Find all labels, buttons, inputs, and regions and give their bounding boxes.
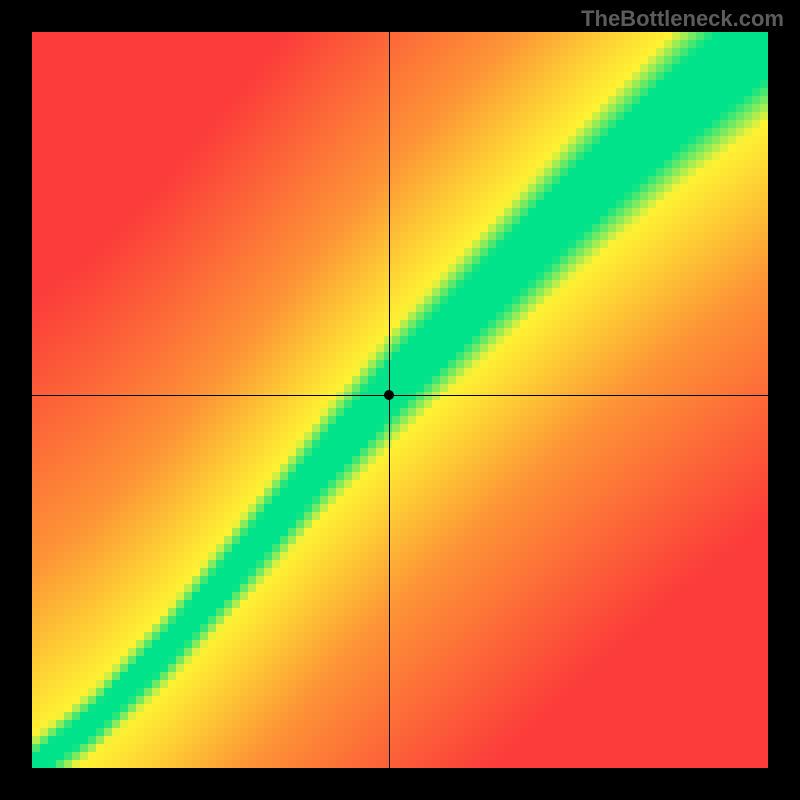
chart-container: TheBottleneck.com bbox=[0, 0, 800, 800]
crosshair-horizontal bbox=[32, 395, 768, 396]
crosshair-vertical bbox=[389, 32, 390, 768]
bottleneck-heatmap bbox=[32, 32, 768, 768]
intersection-marker bbox=[384, 390, 394, 400]
watermark-text: TheBottleneck.com bbox=[581, 6, 784, 32]
